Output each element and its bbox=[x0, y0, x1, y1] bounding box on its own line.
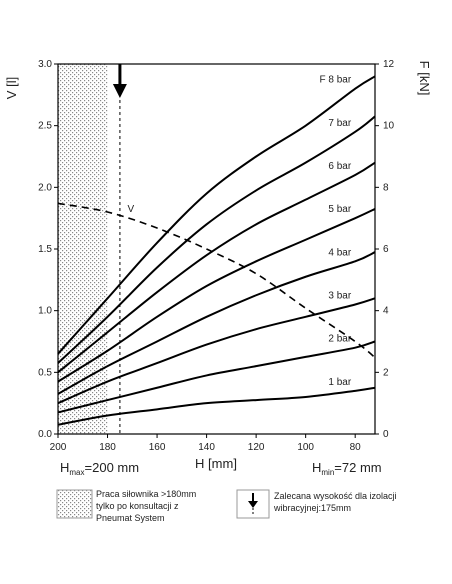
x-axis-label: H [mm] bbox=[195, 456, 237, 471]
series-label: 5 bar bbox=[328, 204, 351, 215]
legend-text: tylko po konsultacji z bbox=[96, 501, 179, 511]
y2-tick-label: 8 bbox=[383, 182, 389, 193]
y-tick-label: 1.0 bbox=[38, 306, 52, 317]
y2-axis-label: F [kN] bbox=[417, 61, 432, 96]
y-tick-label: 1.5 bbox=[38, 244, 52, 255]
force-line bbox=[57, 161, 376, 374]
hmax-label: Hmax=200 mm bbox=[60, 460, 139, 477]
plot-frame bbox=[57, 63, 376, 435]
legend-text: Pneumat System bbox=[96, 513, 165, 523]
force-line bbox=[57, 208, 376, 383]
legend-arrow-head bbox=[248, 501, 258, 508]
series-label: F 8 bar bbox=[320, 75, 352, 86]
y2-tick-label: 2 bbox=[383, 367, 389, 378]
legend bbox=[56, 489, 270, 519]
series-label: 7 bar bbox=[328, 118, 351, 129]
y-tick-label: 3.0 bbox=[38, 59, 52, 70]
y2-tick-label: 6 bbox=[383, 244, 389, 255]
force-line bbox=[57, 75, 376, 355]
y-axis-label: V [l] bbox=[4, 77, 19, 99]
y2-tick-label: 4 bbox=[383, 306, 389, 317]
x-tick-label: 160 bbox=[149, 442, 166, 453]
series-label: 2 bar bbox=[328, 334, 351, 345]
series-label: 1 bar bbox=[328, 377, 351, 388]
y-tick-label: 0.0 bbox=[38, 429, 52, 440]
x-tick-label: 180 bbox=[99, 442, 116, 453]
y-tick-label: 2.0 bbox=[38, 182, 52, 193]
y-tick-label: 2.5 bbox=[38, 121, 52, 132]
series-label: 4 bar bbox=[328, 247, 351, 258]
x-tick-label: 120 bbox=[248, 442, 265, 453]
y2-tick-label: 10 bbox=[383, 121, 395, 132]
hatched-zone bbox=[58, 64, 108, 434]
legend-text: wibracyjnej:175mm bbox=[273, 503, 351, 513]
recommended-arrow-head bbox=[112, 84, 127, 98]
x-tick-label: 100 bbox=[297, 442, 314, 453]
series-label: 6 bar bbox=[328, 161, 351, 172]
x-tick-label: 80 bbox=[350, 442, 362, 453]
series-label: V bbox=[128, 204, 135, 215]
force-line bbox=[57, 115, 376, 364]
x-tick-label: 200 bbox=[50, 442, 67, 453]
force-line bbox=[57, 340, 376, 414]
legend-hatch-swatch bbox=[56, 489, 93, 519]
force-line bbox=[57, 297, 376, 405]
x-tick-label: 140 bbox=[198, 442, 215, 453]
y-tick-label: 0.5 bbox=[38, 367, 52, 378]
legend-text: Zalecana wysokość dla izolacji bbox=[274, 491, 397, 501]
legend-text: Praca siłownika >180mm bbox=[96, 489, 196, 499]
series-label: 3 bar bbox=[328, 291, 351, 302]
y2-tick-label: 0 bbox=[383, 429, 389, 440]
hmin-label: Hmin=72 mm bbox=[312, 460, 382, 477]
force-line bbox=[57, 386, 376, 426]
dashed-line bbox=[57, 202, 376, 359]
force-line bbox=[57, 251, 376, 395]
y2-tick-label: 12 bbox=[383, 59, 395, 70]
